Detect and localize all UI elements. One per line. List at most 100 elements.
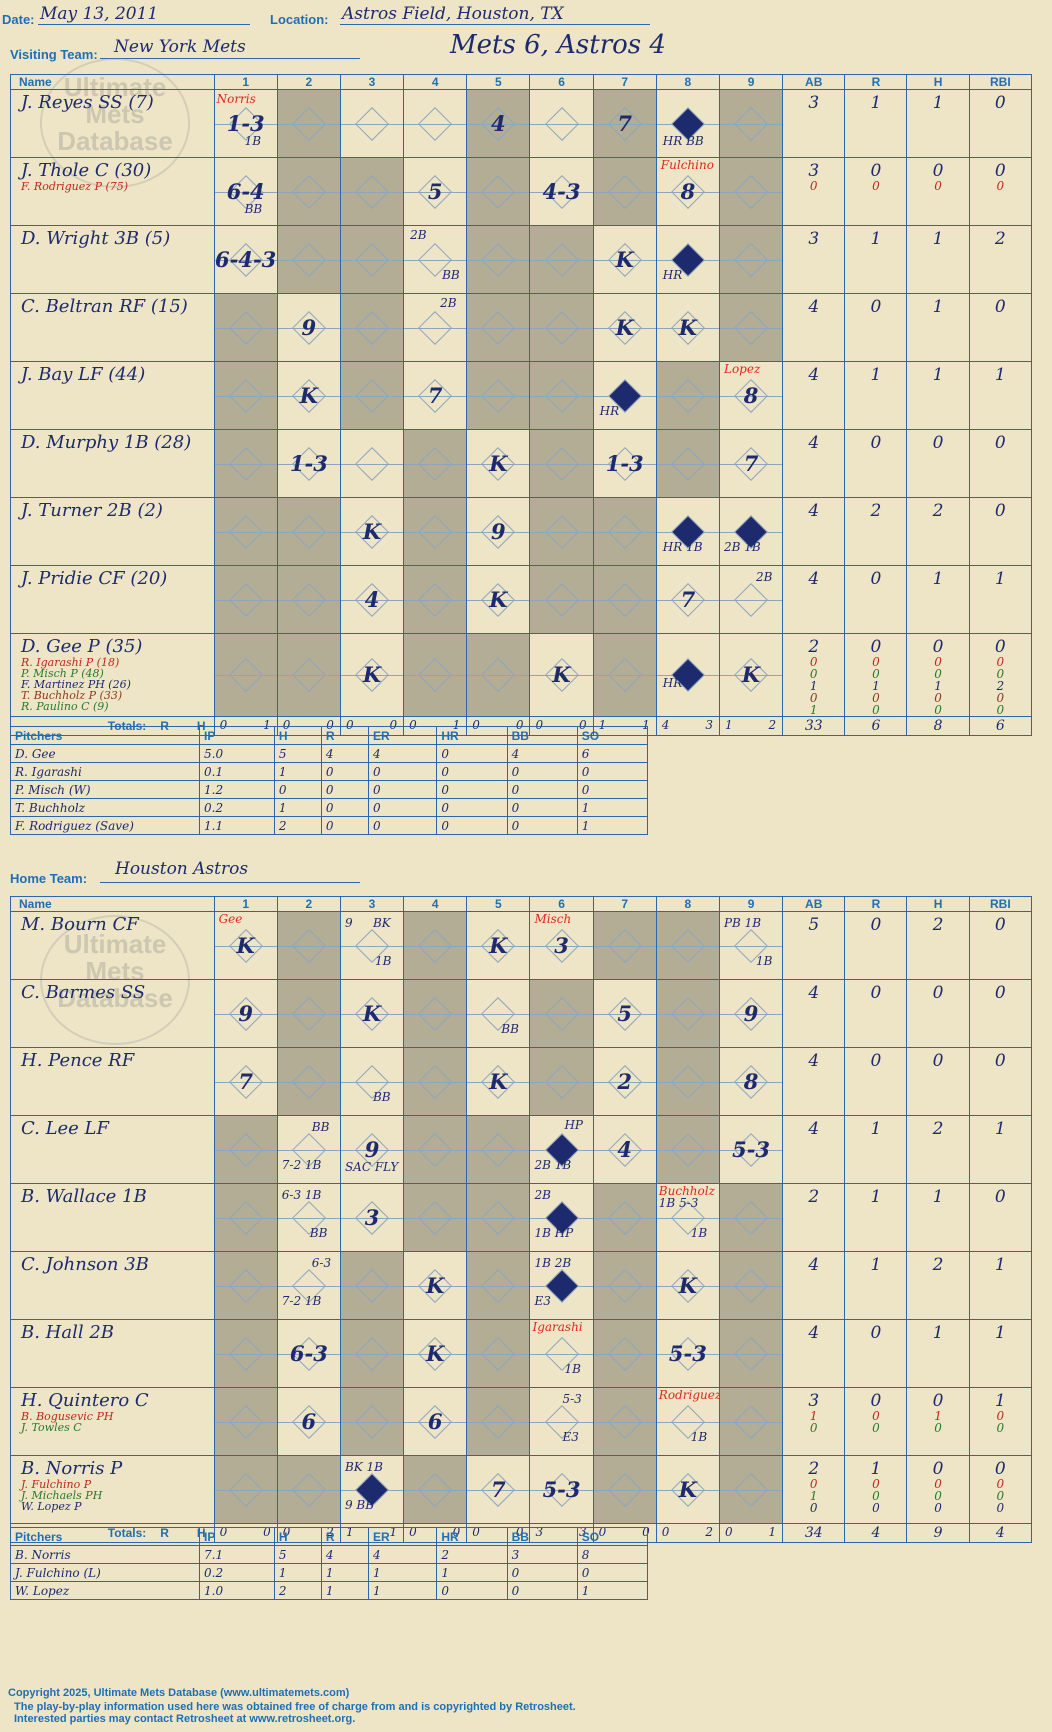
at-bat-cell: 3 [339,1183,405,1252]
stat-cell: 1 [844,1115,908,1184]
stat-value: 0 [996,1421,1005,1435]
pitcher-stat: 4 [367,1545,438,1564]
base-diamond [418,1064,453,1099]
stat-value: 0 [870,1391,882,1411]
cell-centerline [593,1149,656,1151]
at-bat-cell [718,225,784,294]
at-bat-result: 1-3 [605,450,644,476]
at-bat-cell: HR [655,225,720,294]
home-team: Houston Astros [115,859,249,879]
stat-cell: 1 [844,361,908,430]
stat-value: 1 [870,1119,882,1139]
at-bat-cell: K [466,429,531,498]
stat-value: 0 [870,297,882,317]
cell-centerline [719,1489,783,1491]
cell-centerline [404,1081,467,1083]
pitcher-stat: 0 [436,1581,508,1600]
cell-centerline [467,531,530,533]
cell-centerline [656,599,719,601]
v-batter-cell: D. Gee P (35) R. Igarashi P (18) P. Misch … [10,633,215,717]
cell-centerline [277,1149,340,1151]
cell-centerline [719,1217,783,1219]
stat-cell: 2 [782,1183,846,1252]
at-bat-cell [213,1455,278,1524]
visitor-pitchers-table: Pitchers IP H R ER HR BB SO D. Gee 5.0 5 4 4 0 4 6 R. Ig… [10,726,649,835]
at-bat-cell [403,911,468,980]
cell-centerline [340,1285,404,1287]
pitcher-col-header: HR [436,726,508,745]
cell-centerline [593,1353,656,1355]
at-bat-cell [276,565,341,634]
cell-centerline [719,1149,783,1151]
at-bat-cell: 9 BK 1B [339,911,405,980]
at-bat-result: 5 [617,1000,633,1026]
stat-value: 2 [808,1459,820,1479]
play-annotation: Misch [534,912,572,926]
stat-cell: 4 [782,1251,846,1320]
cell-centerline [593,945,656,947]
pitcher-stat: 0 [506,1581,578,1600]
at-bat-cell: BB [466,979,531,1048]
pitcher-row: J. Fulchino (L) 0.2 1 1 1 1 0 0 [10,1563,649,1582]
h-batter-cell: M. Bourn CF [10,911,215,980]
substitute-name: J. Fulchino P [21,1478,92,1491]
cell-centerline [593,463,656,465]
pitcher-stat: 0 [436,798,508,817]
cell-centerline [530,945,593,947]
stat-value: 0 [809,179,818,193]
substitute-name: F. Rodriguez P (75) [21,180,129,193]
at-bat-cell: 9 [718,979,784,1048]
cell-centerline [593,1013,656,1015]
at-bat-cell: Igarashi 1B [529,1319,594,1388]
v-batter-cell: J. Reyes SS (7) [10,89,215,158]
at-bat-cell [403,979,468,1048]
at-bat-cell [655,979,720,1048]
base-diamond [228,1200,263,1235]
stat-value: 0 [870,1323,882,1343]
at-bat-cell: K [718,633,784,717]
stat-value: 1 [932,1323,944,1343]
cell-centerline [277,1353,340,1355]
base-diamond [544,996,579,1031]
base-diamond [228,446,263,481]
cell-centerline [404,945,467,947]
cell-centerline [530,191,593,193]
base-diamond [355,310,389,345]
at-bat-cell: K [276,361,341,430]
h-col-stat: H [906,896,970,912]
at-bat-cell [466,225,531,294]
at-bat-result: K [426,1272,445,1298]
pitcher-stat: 0 [367,798,438,817]
pitcher-col-header: ER [367,726,438,745]
stat-value: 1 [994,1255,1006,1275]
at-bat-cell [213,293,278,362]
pitcher-stat: 5 [273,1545,322,1564]
at-bat-cell [718,1387,784,1456]
cell-centerline [530,1353,593,1355]
cell-centerline [277,675,340,676]
v-batter-row: J. Reyes SS (7) 1-3 Norris 1B 4 7 HR BB 3 1 1 0 [10,89,1033,158]
at-bat-result: 7 [491,1476,506,1502]
cell-centerline [593,531,656,533]
at-bat-cell: Rodriguez 1B [655,1387,721,1456]
play-annotation: 1B HP [534,1226,574,1240]
stat-cell: 0 [844,979,908,1048]
base-diamond [418,582,453,617]
stat-value: 0 [994,297,1006,317]
cell-centerline [656,463,719,465]
cell-centerline [467,463,530,465]
play-annotation: PB 1B [723,916,762,930]
cell-centerline [467,1285,530,1287]
batter-name: J. Turner 2B (2) [21,500,163,521]
v-col-inning: 4 [403,74,468,90]
home-pitchers-table: Pitchers IP H R ER HR BB SO B. Norris 7.1 5 4 4 2 3 8 J.… [10,1527,649,1600]
h-batter-cell: B. Norris P J. Fulchino P J. Michaels PH W.… [10,1455,215,1524]
at-bat-result: 5 [427,178,443,204]
pitcher-stat: 0 [506,780,578,799]
cell-centerline [277,1013,340,1015]
stat-value: 1 [932,1187,944,1207]
base-diamond [228,1336,263,1371]
